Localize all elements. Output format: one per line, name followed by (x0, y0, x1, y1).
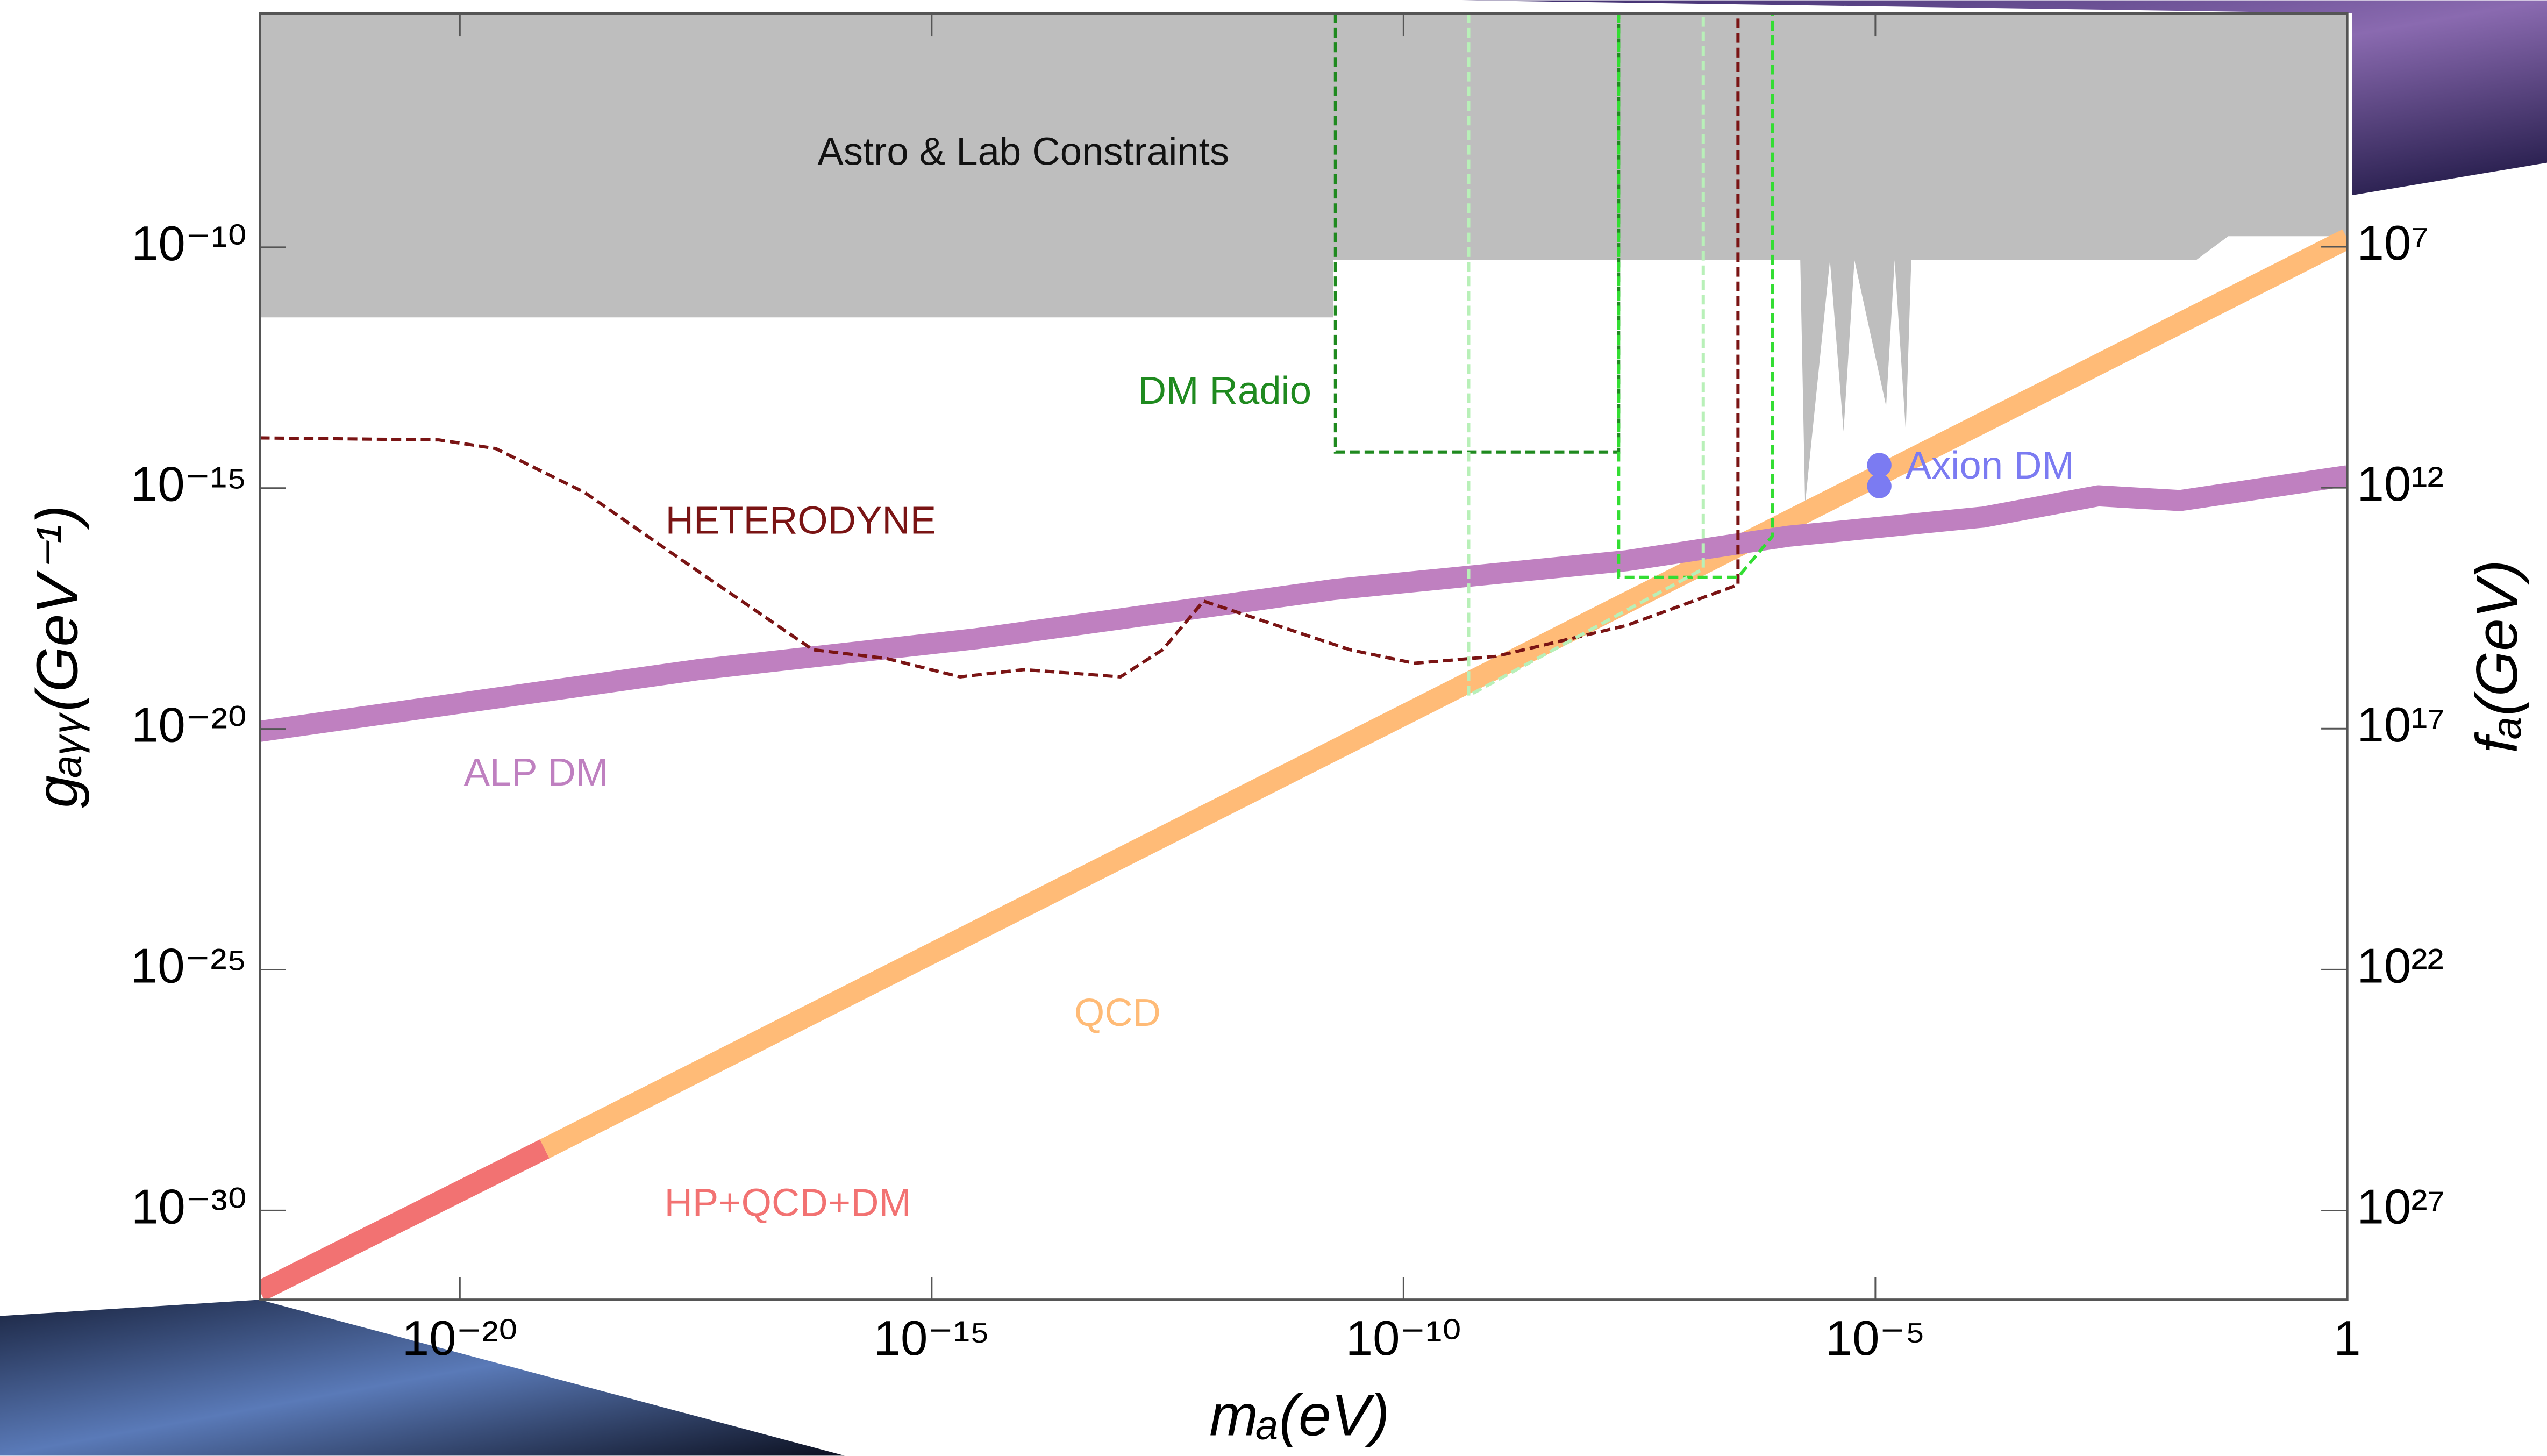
series-label: Astro & Lab Constraints (817, 130, 1229, 174)
y2-tick-label: 10²⁷ (2357, 1180, 2445, 1234)
point (1867, 453, 1891, 477)
series-label: HP+QCD+DM (665, 1181, 911, 1224)
y-axis-title: gₐᵧᵧ(GeV⁻¹) (25, 505, 90, 808)
y2-tick-label: 10²² (2357, 939, 2444, 993)
y2-tick-label: 10¹⁷ (2357, 698, 2445, 752)
y2-tick-label: 10¹² (2357, 457, 2444, 511)
y-tick-label: 10⁻¹⁵ (131, 458, 247, 512)
series-label: ALP DM (464, 751, 609, 794)
x-tick-label: 1 (2334, 1311, 2360, 1366)
page: 10⁻²⁰ 10⁻¹⁵ 10⁻¹⁰ 10⁻⁵ 1 10⁻³⁰ 10⁻²⁵ 10⁻²⁰ 10⁻¹⁵… (0, 0, 2547, 1456)
y-tick-label: 10⁻²⁵ (131, 939, 247, 993)
x-tick-label: 10⁻¹⁰ (1346, 1311, 1461, 1366)
y-tick-label: 10⁻¹⁰ (131, 217, 247, 271)
x-axis-title: mₐ(eV) (1209, 1383, 1389, 1448)
y2-tick-label: 10⁷ (2357, 216, 2429, 270)
series-label: HETERODYNE (666, 499, 937, 543)
x-tick-label: 10⁻²⁰ (402, 1311, 518, 1366)
y-tick-label: 10⁻³⁰ (131, 1180, 247, 1234)
series-label: DM Radio (1138, 369, 1311, 412)
y2-axis-title: fₐ(GeV) (2465, 560, 2530, 753)
series-label: Axion DM (1906, 444, 2074, 487)
point (1867, 474, 1891, 498)
x-tick-label: 10⁻⁵ (1825, 1311, 1925, 1366)
x-tick-label: 10⁻¹⁵ (874, 1311, 990, 1366)
y-tick-label: 10⁻²⁰ (131, 698, 247, 753)
series-label: QCD (1074, 991, 1161, 1034)
chart: 10⁻²⁰ 10⁻¹⁵ 10⁻¹⁰ 10⁻⁵ 1 10⁻³⁰ 10⁻²⁵ 10⁻²⁰ 10⁻¹⁵… (0, 0, 2547, 1456)
